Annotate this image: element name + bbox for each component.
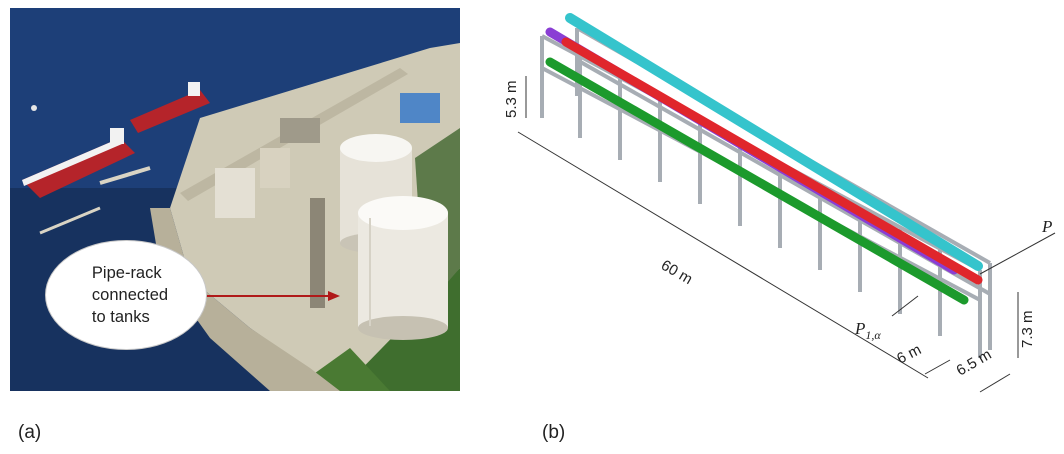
rack-length-label: 60 m: [658, 257, 695, 288]
pipe-rack-drawing: 60 m 5.3 m 7.3 m 6 m 6.5 m P P1,α: [470, 0, 1064, 400]
middle-pipe: [561, 37, 983, 285]
rack-width-label: 6.5 m: [954, 346, 995, 379]
lower-pipe: [545, 57, 969, 305]
lng-terminal-photo: [10, 8, 460, 391]
top-pipe: [565, 13, 983, 271]
p1-alpha-symbol: P1,α: [854, 319, 881, 342]
level-height-label: 5.3 m: [503, 80, 520, 118]
total-height-label: 7.3 m: [1019, 310, 1036, 348]
panel-b-label: (b): [542, 422, 566, 443]
callout-text: Pipe-rack connected to tanks: [91, 264, 169, 326]
p-symbol: P: [1041, 217, 1052, 236]
rack-frame: [540, 26, 992, 358]
bay-spacing-label: 6 m: [894, 341, 924, 368]
pipe-rack-callout: Pipe-rack connected to tanks: [45, 240, 207, 350]
panel-a-label: (a): [18, 422, 42, 443]
